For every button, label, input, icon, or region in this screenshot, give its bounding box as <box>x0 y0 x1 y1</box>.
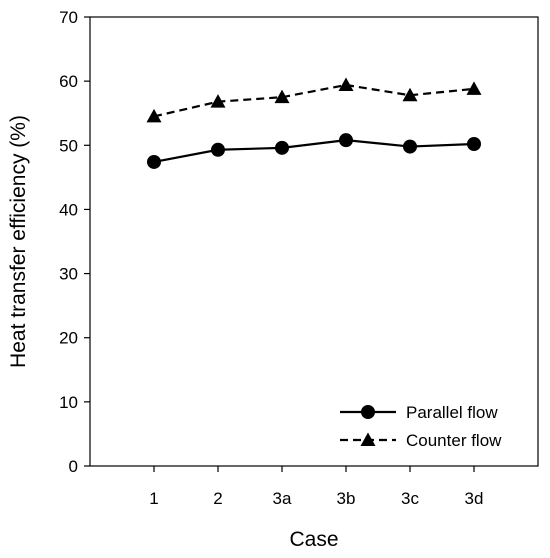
y-tick-label: 30 <box>59 265 78 284</box>
x-tick-label: 1 <box>149 489 158 508</box>
series-parallel-flow <box>147 133 481 169</box>
y-tick-label: 20 <box>59 329 78 348</box>
legend-item: Counter flow <box>340 431 502 450</box>
x-tick-label: 3a <box>273 489 292 508</box>
x-axis-title: Case <box>289 528 338 551</box>
data-point <box>211 142 225 157</box>
x-tick-label: 3d <box>465 489 484 508</box>
data-point <box>466 81 482 95</box>
data-point <box>210 94 226 108</box>
legend-label: Parallel flow <box>406 403 498 422</box>
y-tick-label: 70 <box>59 8 78 27</box>
y-tick-label: 60 <box>59 72 78 91</box>
y-tick-label: 50 <box>59 136 78 155</box>
series-counter-flow <box>146 77 482 123</box>
series-line <box>153 139 475 164</box>
legend: Parallel flow Counter flow <box>340 403 502 450</box>
series-layer <box>146 77 482 169</box>
x-axis-ticks: 1 2 3a 3b 3c 3d <box>149 466 483 508</box>
y-tick-label: 0 <box>69 457 78 476</box>
legend-item: Parallel flow <box>340 403 498 422</box>
y-axis-ticks: 0 10 20 30 40 50 60 70 <box>59 8 90 476</box>
legend-marker <box>361 405 375 419</box>
plot-axes <box>89 16 539 467</box>
y-tick-label: 10 <box>59 393 78 412</box>
data-point <box>403 139 417 154</box>
data-point <box>146 108 162 123</box>
x-tick-label: 2 <box>213 489 222 508</box>
data-point <box>275 140 289 155</box>
y-tick-label: 40 <box>59 200 78 219</box>
x-tick-label: 3c <box>401 489 419 508</box>
data-point <box>338 77 354 91</box>
data-point <box>274 89 290 104</box>
data-point <box>339 133 353 148</box>
y-axis-title: Heat transfer efficiency (%) <box>7 115 30 368</box>
series-line <box>153 83 475 118</box>
plot-frame <box>89 16 539 467</box>
data-point <box>147 154 161 169</box>
legend-label: Counter flow <box>406 431 502 450</box>
data-point <box>467 137 481 152</box>
x-tick-label: 3b <box>337 489 356 508</box>
legend-marker <box>360 432 376 446</box>
data-point <box>402 87 418 102</box>
